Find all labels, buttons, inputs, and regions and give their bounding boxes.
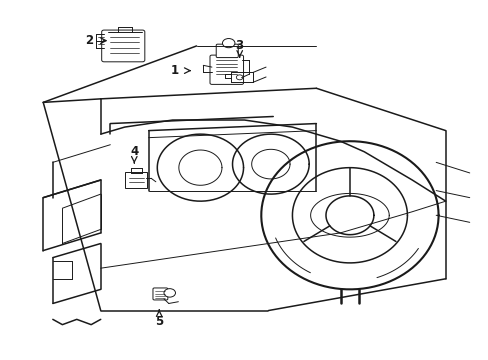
- FancyBboxPatch shape: [216, 44, 238, 58]
- Circle shape: [236, 75, 243, 80]
- Text: 4: 4: [130, 145, 138, 158]
- FancyBboxPatch shape: [102, 30, 144, 62]
- Text: 2: 2: [84, 34, 93, 47]
- FancyBboxPatch shape: [125, 172, 147, 188]
- FancyBboxPatch shape: [153, 288, 167, 300]
- Circle shape: [163, 289, 175, 297]
- Text: 1: 1: [171, 64, 179, 77]
- Text: 3: 3: [235, 39, 244, 52]
- Text: 5: 5: [155, 315, 163, 328]
- FancyBboxPatch shape: [209, 55, 243, 84]
- Circle shape: [222, 39, 234, 48]
